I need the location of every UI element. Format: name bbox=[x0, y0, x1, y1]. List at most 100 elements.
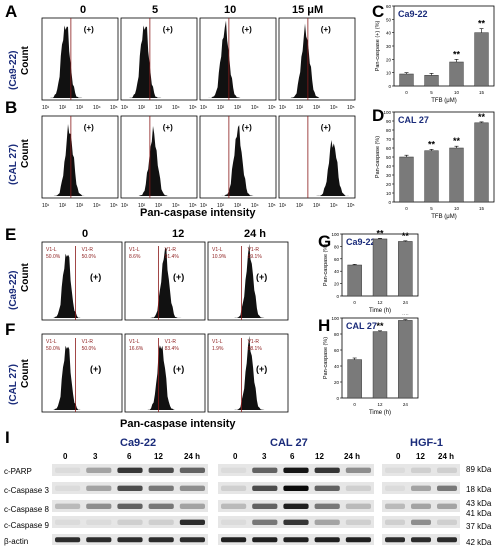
flow-panel-frame bbox=[278, 115, 356, 199]
y-tick-label: 40 bbox=[334, 364, 340, 369]
x-axis-title-ef: Pan-caspase intensity bbox=[120, 418, 236, 430]
x-axis-label: Time (h) bbox=[369, 308, 391, 314]
gate-left-label: 10.9% bbox=[212, 254, 227, 260]
blot-band bbox=[55, 485, 81, 491]
x-tick-label: 24 bbox=[403, 402, 409, 407]
blot-band bbox=[345, 519, 371, 525]
blot-band bbox=[86, 467, 112, 473]
blot-strip bbox=[52, 516, 208, 528]
y-tick-label: 30 bbox=[386, 44, 392, 49]
blot-strip bbox=[382, 516, 460, 528]
bar bbox=[474, 32, 489, 87]
panel-label-f: F bbox=[5, 320, 16, 339]
gate-right-label: 50.0% bbox=[82, 346, 97, 352]
y-tick-label: 50 bbox=[386, 17, 392, 22]
blot-band bbox=[179, 537, 205, 543]
wb-lane-cal27-6: 6 bbox=[290, 452, 295, 461]
positive-gate-label: (+) bbox=[256, 364, 267, 374]
y-tick-label: 100 bbox=[383, 110, 391, 115]
blot-band bbox=[55, 519, 81, 525]
flow-x-tick: 10⁵ bbox=[110, 105, 118, 111]
count-label-e: Count bbox=[20, 263, 31, 292]
panel-label-e: E bbox=[5, 225, 17, 244]
gate-left-label: V1-L bbox=[129, 339, 140, 345]
blot-band bbox=[385, 537, 405, 543]
gate-left-label: V1-L bbox=[46, 339, 57, 345]
flow-x-tick: 10⁵ bbox=[268, 203, 276, 209]
gate-right-label: V1-R bbox=[82, 247, 94, 253]
y-tick-label: 30 bbox=[386, 173, 392, 178]
flow-x-tick: 10² bbox=[296, 105, 304, 111]
dose-label-15: 15 μM bbox=[292, 4, 324, 16]
flow-x-tick: 10³ bbox=[313, 203, 321, 209]
wb-group-ca922: Ca9-22 bbox=[120, 437, 157, 449]
wb-lane-hgf1-24: 24 h bbox=[438, 452, 455, 461]
flow-x-tick: 10⁴ bbox=[172, 203, 180, 209]
blot-band bbox=[283, 467, 309, 473]
blot-band bbox=[283, 485, 309, 491]
positive-gate-label: (+) bbox=[90, 272, 101, 282]
y-tick-label: 0 bbox=[336, 396, 339, 401]
wb-lane-ca922-6: 6 bbox=[127, 452, 132, 461]
panel-label-i: I bbox=[5, 428, 10, 447]
y-tick-label: 70 bbox=[386, 137, 392, 142]
flow-x-tick: 10⁴ bbox=[172, 105, 180, 111]
flow-panel-frame bbox=[41, 241, 123, 321]
blot-band bbox=[252, 503, 278, 509]
flow-histogram bbox=[123, 25, 195, 98]
positive-gate-label: (+) bbox=[163, 123, 173, 132]
wb-row-ccasp8: c-Caspase 8 bbox=[4, 505, 49, 514]
bar bbox=[399, 73, 414, 87]
flow-x-tick: 10⁴ bbox=[251, 105, 259, 111]
y-tick-label: 10 bbox=[386, 191, 392, 196]
y-tick-label: 90 bbox=[386, 119, 392, 124]
flow-x-tick: 10³ bbox=[234, 105, 242, 111]
blot-band bbox=[148, 537, 174, 543]
wb-row-ccasp3: c-Caspase 3 bbox=[4, 486, 49, 495]
wb-lane-hgf1-12: 12 bbox=[416, 452, 425, 461]
gate-right-label: V1-R bbox=[82, 339, 94, 345]
wb-lane-ca922-24: 24 h bbox=[184, 452, 201, 461]
bar bbox=[449, 61, 464, 87]
blot-band bbox=[117, 467, 143, 473]
wb-kda-42: 42 kDa bbox=[466, 538, 492, 547]
x-tick-label: 0 bbox=[353, 300, 356, 305]
x-tick-label: 0 bbox=[405, 90, 408, 95]
chart-title: Ca9-22 bbox=[398, 9, 428, 19]
blot-band bbox=[411, 537, 431, 543]
blot-band bbox=[437, 485, 457, 491]
significance-mark: ** bbox=[478, 112, 486, 122]
blot-band bbox=[411, 467, 431, 473]
flow-histogram bbox=[123, 126, 195, 196]
chart-title: Ca9-22 bbox=[346, 237, 376, 247]
flow-panel-frame bbox=[41, 115, 119, 199]
positive-gate-label: (+) bbox=[242, 123, 252, 132]
flow-histogram bbox=[44, 253, 120, 318]
gate-left-label: 8.6% bbox=[129, 254, 141, 260]
blot-band bbox=[411, 503, 431, 509]
y-tick-label: 50 bbox=[386, 155, 392, 160]
wb-kda-18: 18 kDa bbox=[466, 485, 492, 494]
flow-x-tick: 10⁴ bbox=[330, 105, 338, 111]
blot-band bbox=[221, 467, 247, 473]
flow-x-tick: 10⁵ bbox=[268, 105, 276, 111]
flow-histogram bbox=[44, 345, 120, 410]
flow-panel-frame bbox=[278, 17, 356, 101]
y-tick-label: 100 bbox=[331, 316, 339, 321]
blot-strip bbox=[382, 500, 460, 512]
wb-lane-hgf1-0: 0 bbox=[396, 452, 401, 461]
x-axis-label: Time (h) bbox=[369, 410, 391, 416]
flow-histogram bbox=[202, 125, 274, 196]
wb-group-hgf1: HGF-1 bbox=[410, 437, 443, 449]
significance-mark: ** bbox=[402, 231, 410, 241]
y-tick-label: 10 bbox=[386, 71, 392, 76]
blot-band bbox=[345, 503, 371, 509]
time-label-12: 12 bbox=[172, 228, 185, 240]
y-tick-label: 80 bbox=[334, 332, 340, 337]
y-tick-label: 0 bbox=[336, 294, 339, 299]
positive-gate-label: (+) bbox=[90, 364, 101, 374]
blot-band bbox=[385, 467, 405, 473]
flow-histogram bbox=[127, 345, 203, 410]
blot-band bbox=[117, 485, 143, 491]
blot-band bbox=[314, 537, 340, 543]
